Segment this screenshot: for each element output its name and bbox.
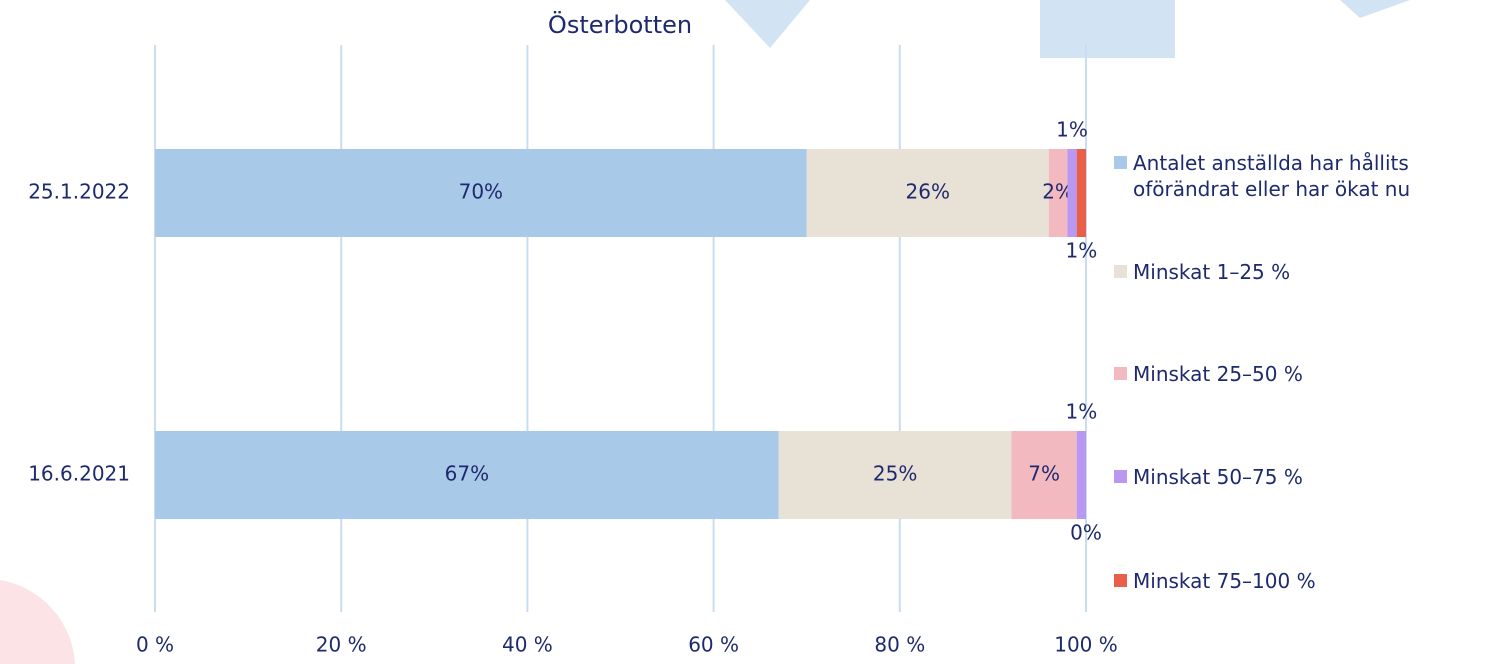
legend-item: Minskat 75–100 % — [1114, 568, 1316, 594]
x-tick-label: 80 % — [874, 633, 925, 657]
x-tick-label: 0 % — [136, 633, 174, 657]
legend-label: Antalet anställda har hållits oförändrat… — [1133, 151, 1411, 201]
data-label: 25% — [873, 462, 917, 486]
data-label: 67% — [445, 462, 489, 486]
data-label: 26% — [906, 180, 950, 204]
chart-title: Österbotten — [548, 10, 692, 39]
legend-swatch — [1114, 367, 1127, 380]
decoration — [0, 580, 75, 664]
legend-label: Minskat 75–100 % — [1133, 569, 1316, 593]
legend-item: Minskat 25–50 % — [1114, 361, 1303, 387]
legend-swatch — [1114, 470, 1127, 483]
data-label: 1% — [1065, 400, 1097, 424]
bar-segment — [1048, 149, 1068, 237]
decoration — [1040, 0, 1175, 58]
y-tick-label: 25.1.2022 — [28, 180, 130, 204]
x-tick-label: 60 % — [688, 633, 739, 657]
data-label: 1% — [1065, 239, 1097, 263]
bar-segment — [778, 431, 1012, 519]
legend-item: Minskat 1–25 % — [1114, 259, 1290, 285]
legend-swatch — [1114, 265, 1127, 278]
x-tick-label: 20 % — [316, 633, 367, 657]
bar-segment — [806, 149, 1049, 237]
legend-label: Minskat 1–25 % — [1133, 260, 1291, 284]
bar-segment — [1076, 149, 1086, 237]
legend-item: Antalet anställda har hållits oförändrat… — [1114, 150, 1509, 202]
data-label: 7% — [1028, 462, 1060, 486]
bar-segment — [155, 431, 779, 519]
x-tick-label: 40 % — [502, 633, 553, 657]
data-label: 0% — [1070, 521, 1102, 545]
data-label: 1% — [1056, 118, 1088, 142]
bar-segment — [1076, 431, 1086, 519]
bar-segment — [1011, 431, 1077, 519]
legend-item: Minskat 50–75 % — [1114, 464, 1303, 490]
legend-label: Minskat 50–75 % — [1133, 465, 1303, 489]
x-tick-label: 100 % — [1054, 633, 1118, 657]
decoration — [725, 0, 810, 48]
bar-segment — [155, 149, 807, 237]
legend-swatch — [1114, 156, 1127, 169]
data-label: 70% — [459, 180, 503, 204]
y-tick-label: 16.6.2021 — [28, 462, 130, 486]
legend-swatch — [1114, 574, 1127, 587]
bar-segment — [1067, 149, 1077, 237]
decoration — [1340, 0, 1410, 18]
legend-label: Minskat 25–50 % — [1133, 362, 1303, 386]
